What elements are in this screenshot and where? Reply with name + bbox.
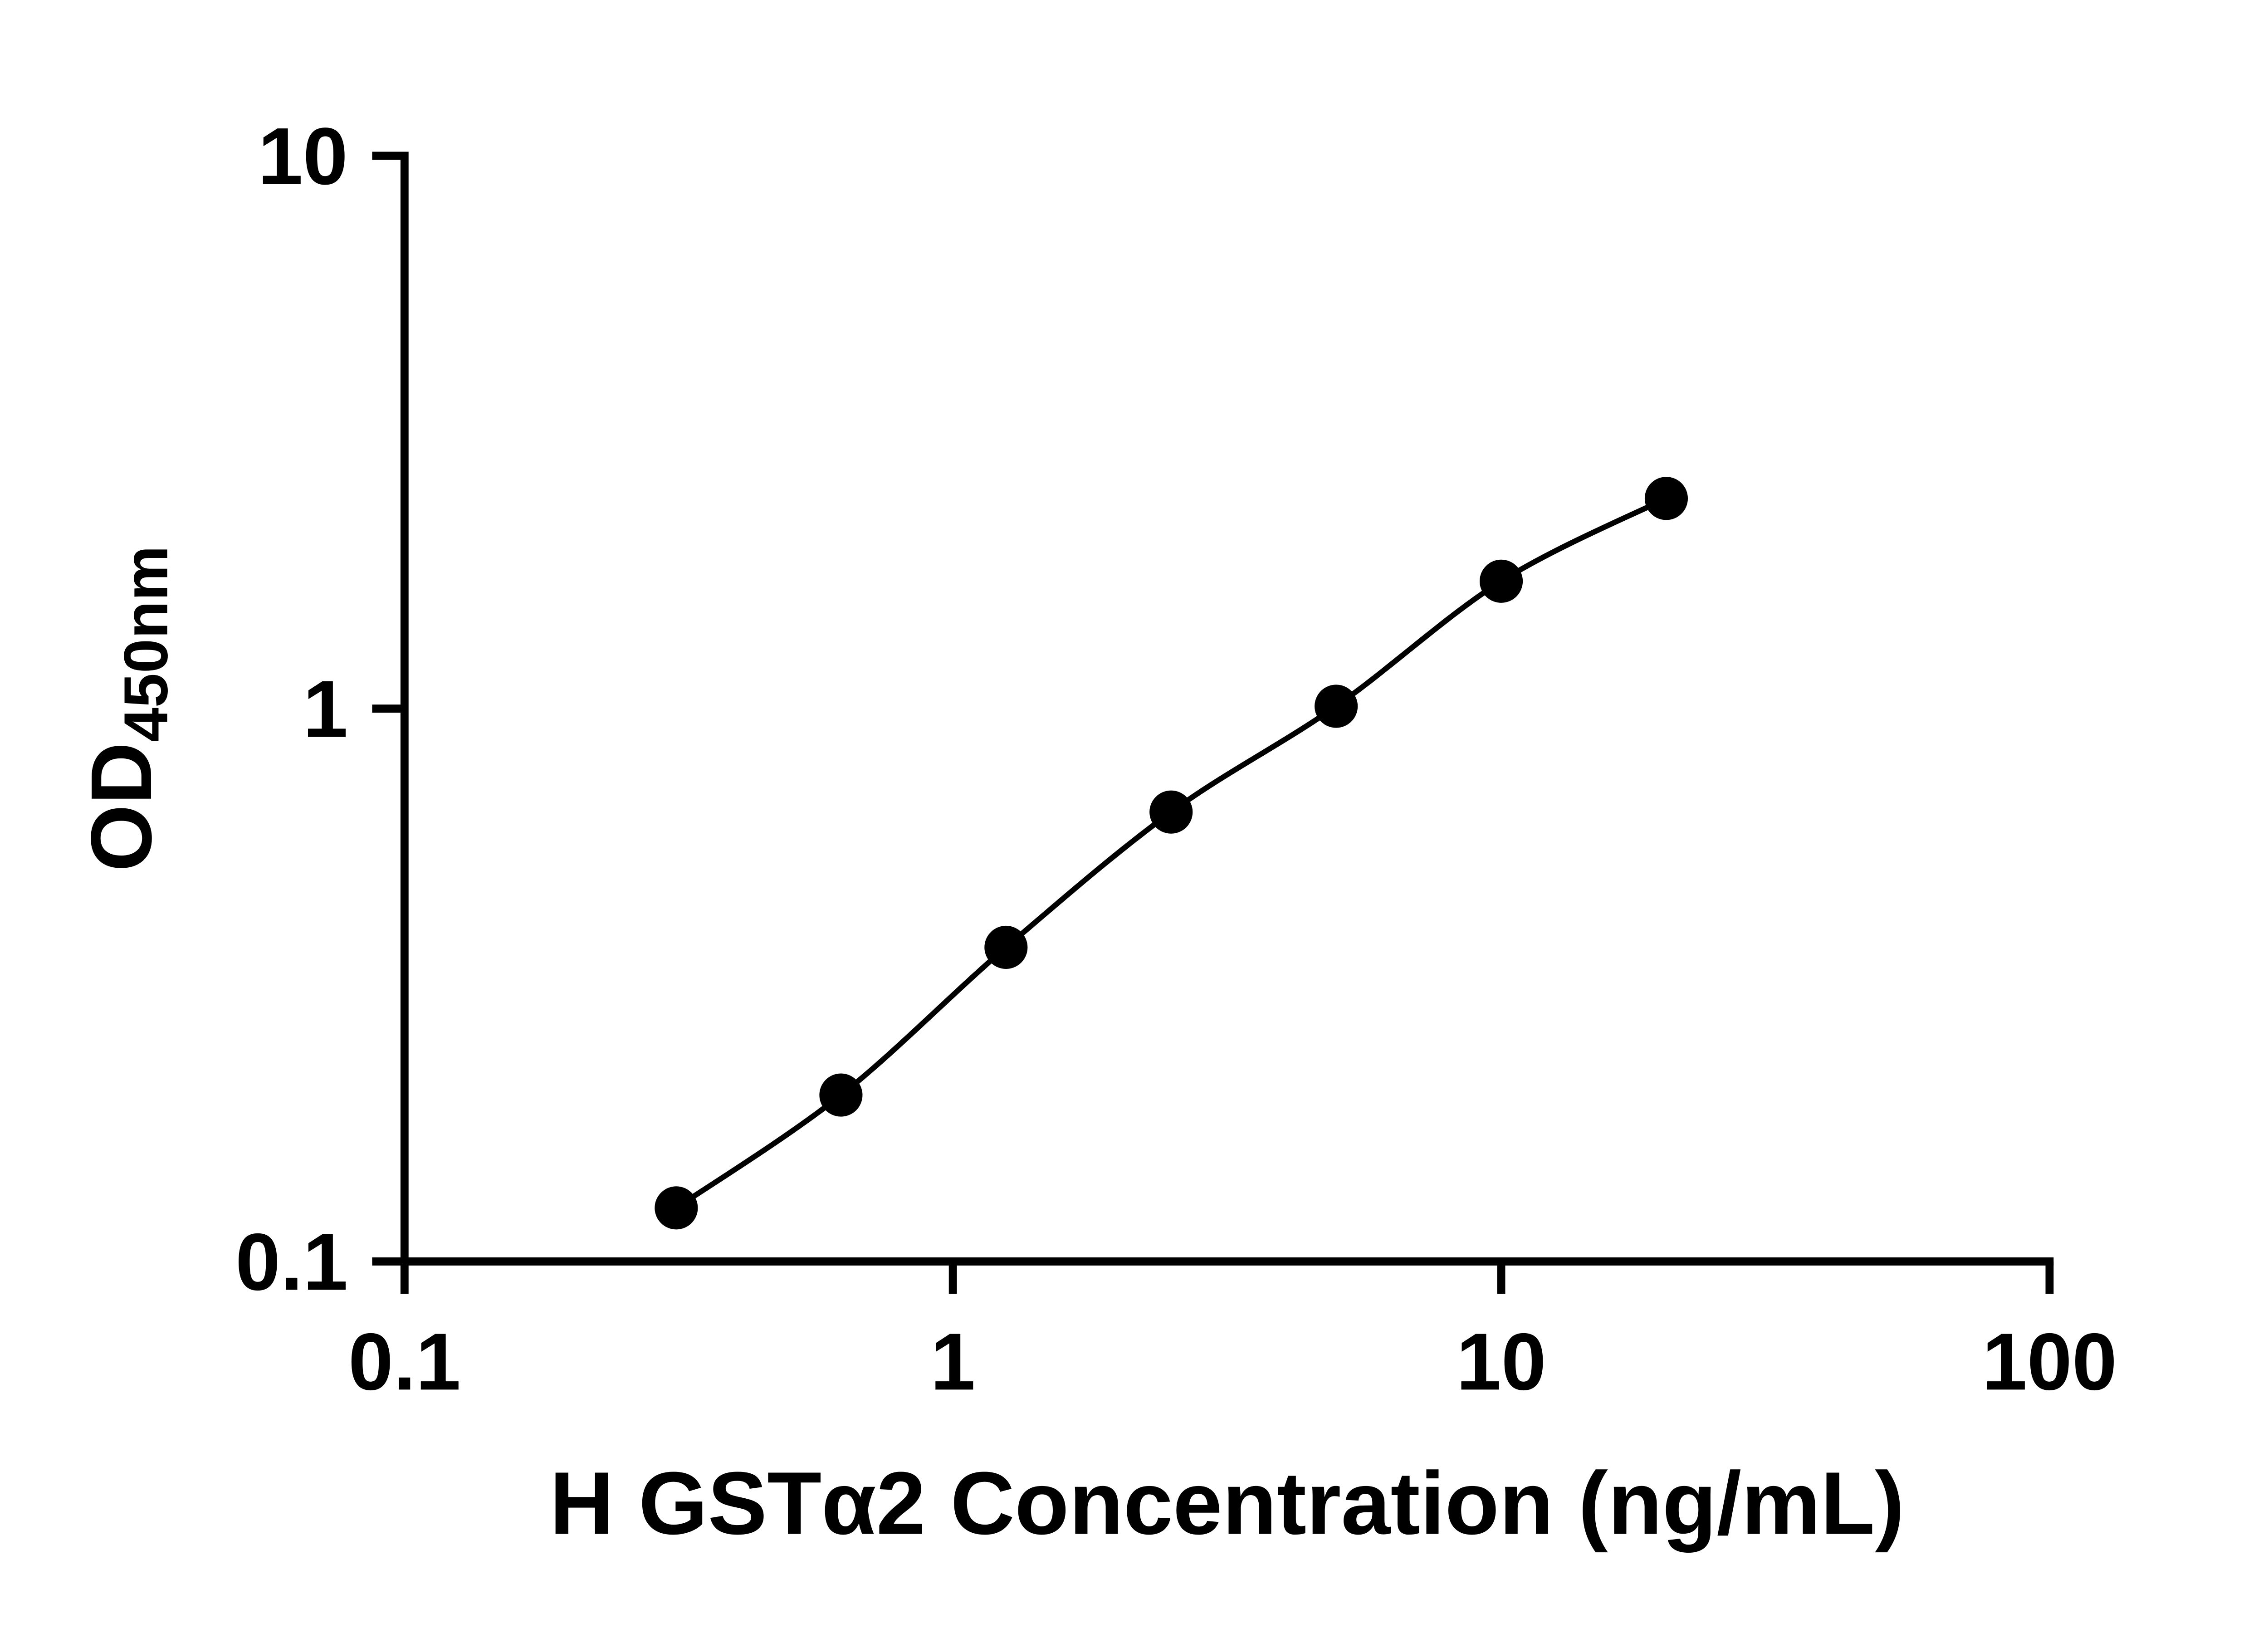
data-point [1149,790,1193,834]
data-point [1315,684,1358,728]
data-point [984,925,1028,969]
y-axis-title-subscript: 450nm [111,546,181,742]
y-axis-title-main: OD [73,742,170,871]
data-point [1479,559,1523,603]
y-tick-label: 1 [303,664,348,754]
tick-marks [372,152,2054,1294]
y-tick-label: 0.1 [235,1217,348,1307]
data-point [1644,477,1688,520]
data-point [819,1073,863,1117]
x-tick-label: 1 [930,1316,975,1407]
x-tick-label: 0.1 [348,1316,461,1407]
x-tick-label: 100 [1982,1316,2117,1407]
y-axis-title: OD450nm [73,546,181,872]
data-point [655,1186,698,1230]
tick-labels: 0.1 1 10 100 0.1 1 10 [235,111,2117,1407]
data-series [655,477,1688,1230]
y-tick-label: 10 [258,111,348,201]
x-axis-title: H GSTα2 Concentration (ng/mL) [550,1453,1905,1553]
axes [400,152,2054,1266]
x-tick-label: 10 [1456,1316,1546,1407]
